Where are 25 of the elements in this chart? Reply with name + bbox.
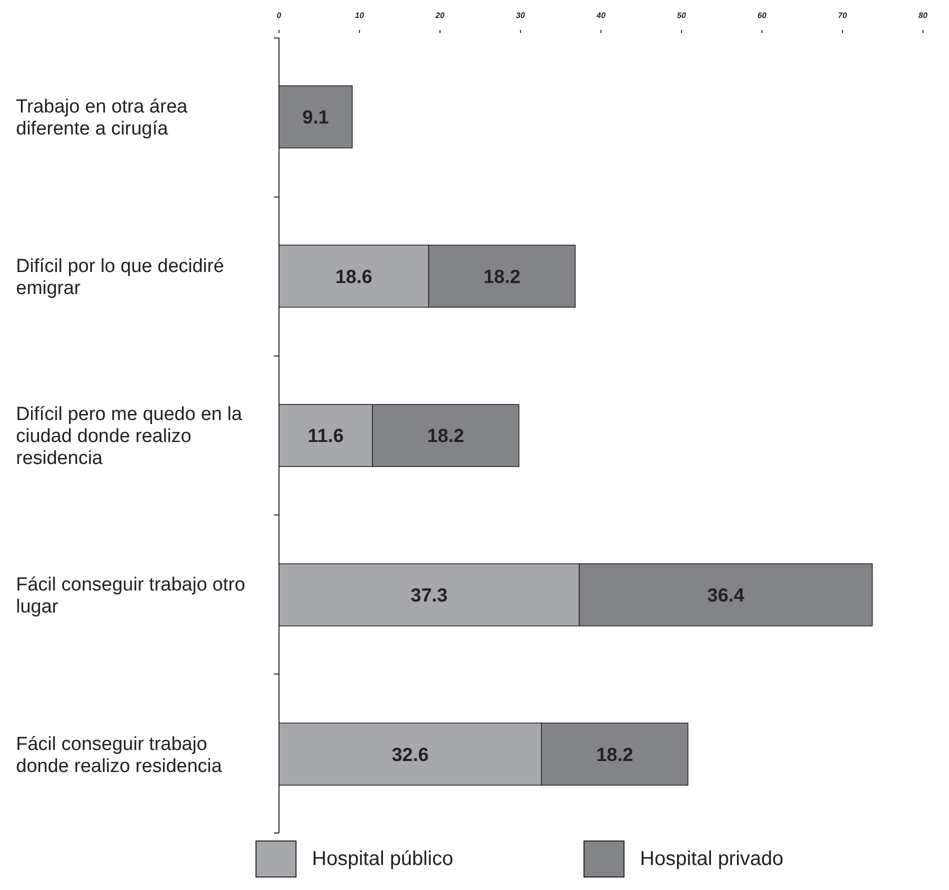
x-tick-label: 20	[434, 11, 445, 20]
x-tick-label: 50	[677, 11, 686, 20]
y-tick-label: Trabajo en otra área diferente a cirugía	[16, 96, 188, 140]
y-tick-label: Fácil conseguir trabajo otro lugar	[16, 574, 246, 618]
legend-label: Hospital privado	[640, 848, 784, 870]
data-label: 18.2	[483, 266, 520, 288]
data-label: 18.6	[335, 266, 372, 288]
x-tick-label: 70	[838, 11, 848, 20]
x-tick-label: 80	[918, 11, 928, 20]
x-tick-label: 60	[758, 11, 767, 20]
x-tick-label: 30	[516, 11, 526, 20]
data-label: 37.3	[410, 585, 448, 606]
x-tick-label: 40	[596, 11, 606, 20]
x-tick-label: 10	[355, 11, 364, 20]
data-label: 9.1	[302, 108, 330, 129]
data-label: 32.6	[392, 744, 429, 766]
y-tick-label: Difícil pero me quedo en la ciudad donde realizo residencia	[16, 404, 242, 470]
data-label: 36.4	[707, 585, 745, 606]
data-label: 18.2	[596, 744, 634, 766]
data-label: 11.6	[308, 426, 344, 448]
legend-label: Hospital público	[312, 848, 454, 870]
data-label: 18.2	[427, 426, 464, 448]
x-tick-label: 0	[276, 11, 282, 20]
y-tick-label: Difícil por lo que decidiré emigrar	[16, 256, 224, 299]
y-tick-label: Fácil conseguir trabajo donde realizo residencia	[16, 734, 222, 777]
